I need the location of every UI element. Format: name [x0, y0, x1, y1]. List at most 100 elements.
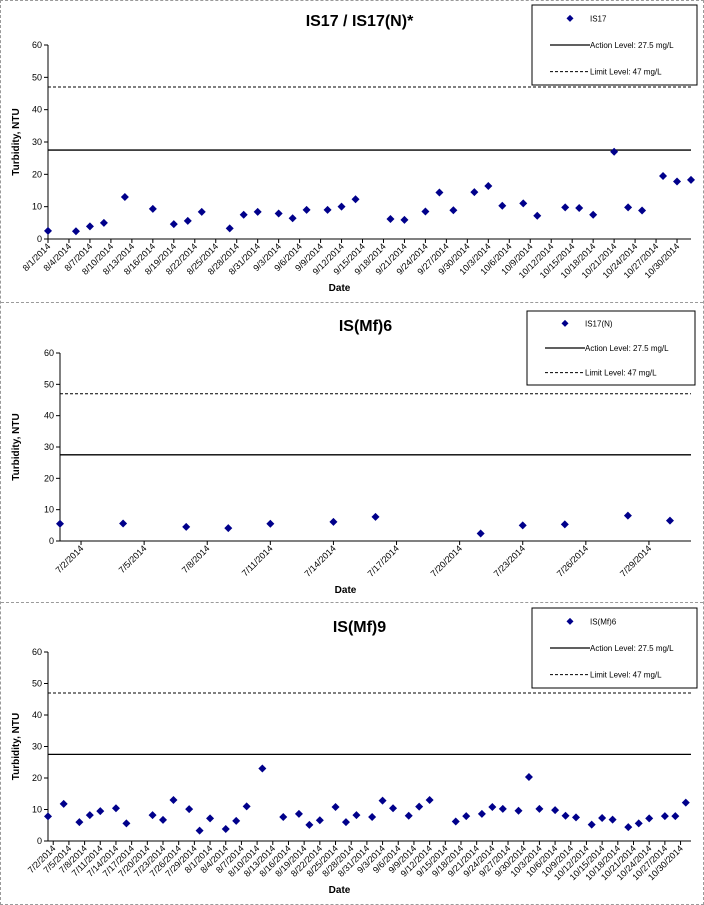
data-point: [341, 818, 350, 827]
x-tick-label: 7/14/2014: [302, 543, 337, 578]
data-point: [119, 519, 128, 528]
data-point: [421, 207, 430, 216]
data-point: [435, 188, 444, 197]
data-point: [305, 820, 314, 829]
legend-label: IS17: [590, 14, 607, 23]
y-tick-label: 40: [44, 411, 54, 421]
data-point: [221, 825, 230, 834]
data-point: [242, 802, 251, 811]
data-point: [610, 147, 619, 156]
data-point: [148, 811, 157, 820]
data-point: [197, 207, 206, 216]
panel-divider: [1, 602, 703, 603]
data-point: [239, 210, 248, 219]
chart-title: IS(Mf)9: [333, 619, 386, 636]
y-tick-label: 30: [32, 742, 42, 752]
data-point: [169, 220, 178, 229]
data-point: [659, 171, 668, 180]
data-point: [484, 181, 493, 190]
data-point: [224, 524, 233, 533]
data-point: [183, 216, 192, 225]
y-tick-label: 0: [37, 836, 42, 846]
data-point: [498, 804, 507, 813]
data-point: [44, 812, 52, 821]
chart-is17: IS17 / IS17(N)*01020304050608/1/20148/4/…: [11, 4, 698, 294]
legend-marker: [566, 14, 574, 22]
data-point: [44, 226, 52, 235]
data-point: [232, 816, 241, 825]
data-point: [323, 205, 332, 214]
y-tick-label: 10: [32, 805, 42, 815]
x-tick-label: 7/5/2014: [117, 543, 149, 575]
chart-panel-is17: IS17 / IS17(N)* 0 10 20 30 40 50 60 8/1/2014 8/4/…: [1, 1, 703, 301]
y-tick-label: 10: [44, 505, 54, 515]
data-point: [608, 815, 617, 824]
data-point: [634, 819, 643, 828]
data-point: [337, 202, 346, 211]
data-point: [351, 195, 360, 204]
data-point: [638, 206, 647, 215]
y-tick-label: 60: [32, 40, 42, 50]
data-point: [371, 512, 380, 521]
legend-label: IS17(N): [585, 319, 613, 328]
x-tick-label: 7/26/2014: [555, 543, 590, 578]
legend-label: IS(Mf)6: [590, 617, 617, 626]
legend-label: Action Level: 27.5 mg/L: [585, 344, 669, 353]
x-tick-label: 7/2/2014: [54, 543, 86, 575]
panel-divider: [1, 302, 703, 303]
data-point: [488, 802, 497, 811]
data-point: [571, 813, 580, 822]
chart-ismf9: IS(Mf)901020304050607/2/20147/5/20147/8/…: [11, 607, 698, 896]
data-point: [56, 519, 64, 528]
data-point: [535, 804, 544, 813]
legend-label: Limit Level: 47 mg/L: [590, 671, 662, 680]
data-point: [253, 207, 262, 216]
data-point: [524, 773, 533, 782]
data-point: [623, 511, 632, 520]
data-point: [533, 211, 542, 220]
data-point: [561, 203, 570, 212]
legend-label: Limit Level: 47 mg/L: [585, 369, 657, 378]
data-point: [645, 814, 654, 823]
data-point: [368, 813, 377, 822]
data-point: [169, 796, 178, 805]
data-point: [71, 227, 80, 236]
data-point: [352, 811, 361, 820]
data-point: [425, 796, 434, 805]
chart-panel-ismf9: IS(Mf)9 0 10 20 30 40 50 60 7/2/2014 7/5/2014 7/8/…: [1, 603, 703, 904]
data-point: [476, 529, 485, 538]
data-point: [671, 812, 680, 821]
data-point: [470, 188, 479, 197]
data-point: [266, 519, 275, 528]
data-point: [624, 203, 633, 212]
data-point: [99, 218, 108, 227]
x-tick-label: 7/23/2014: [492, 543, 527, 578]
x-tick-label: 7/8/2014: [180, 543, 212, 575]
data-point: [560, 520, 569, 529]
chart-title: IS17 / IS17(N)*: [306, 13, 414, 30]
x-tick-label: 7/11/2014: [240, 543, 275, 578]
data-point: [85, 811, 94, 820]
data-point: [122, 819, 131, 828]
chart-ismf6: IS(Mf)6 0 10 20 30 40 50 60 7/2/2014 7/5/2014 7/8/…: [11, 310, 696, 596]
data-point: [331, 802, 340, 811]
legend-marker: [566, 617, 574, 625]
data-point: [624, 823, 633, 832]
data-point: [288, 214, 297, 223]
y-tick-label: 20: [44, 473, 54, 483]
legend-label: Action Level: 27.5 mg/L: [590, 41, 674, 50]
y-axis-label: Turbidity, NTU: [11, 413, 22, 480]
data-point: [665, 516, 674, 525]
data-point: [315, 816, 324, 825]
data-point: [302, 205, 311, 214]
data-point: [400, 215, 409, 224]
y-axis-label: Turbidity, NTU: [11, 108, 22, 175]
data-point: [225, 224, 234, 233]
data-point: [449, 206, 458, 215]
data-point: [329, 517, 338, 526]
data-point: [185, 805, 194, 814]
data-point: [589, 210, 598, 219]
data-point: [111, 804, 120, 813]
data-point: [673, 177, 682, 186]
data-point: [59, 799, 68, 808]
